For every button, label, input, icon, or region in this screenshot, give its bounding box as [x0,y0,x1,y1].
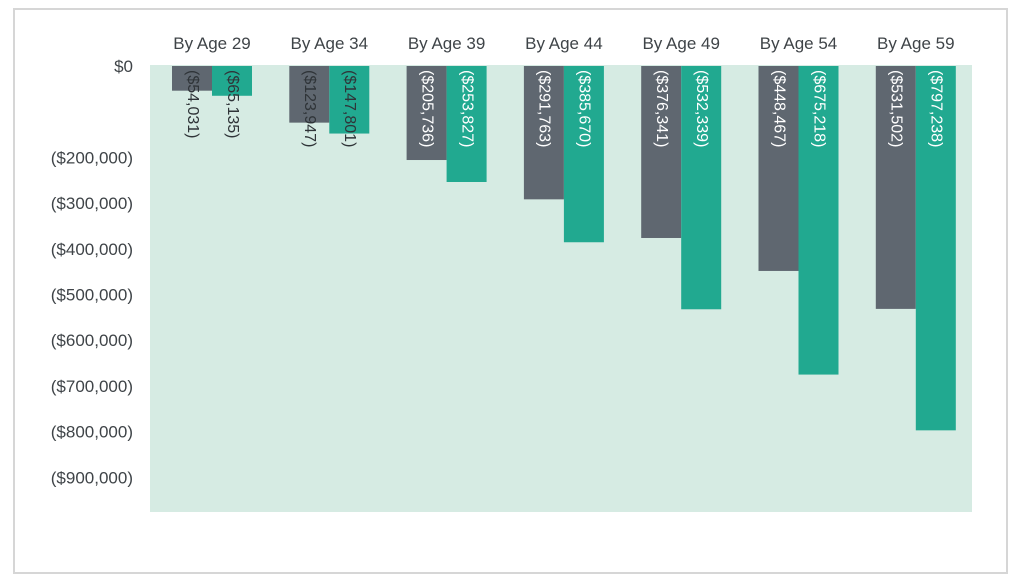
bar [329,66,370,134]
bar [406,66,447,161]
data-label: ($797,238) [928,70,945,147]
y-tick-label: $0 [114,57,133,76]
y-tick-label: ($900,000) [51,468,133,487]
category-label: By Age 44 [525,34,603,53]
data-label: ($147,801) [341,70,358,147]
bar [681,66,722,310]
bar [523,66,564,200]
category-labels: By Age 29 By Age 34 By Age 39 By Age 44 By A… [173,34,954,53]
category-label: By Age 39 [408,34,486,53]
data-label: ($291,763) [536,70,553,147]
data-label: ($532,339) [693,70,710,147]
data-label: ($376,341) [653,70,670,147]
data-labels: ($54,031) ($65,135) ($123,947) ($147,801) ($… [184,70,945,147]
data-label: ($205,736) [418,70,435,147]
bar [875,66,916,309]
bar [563,66,604,243]
category-label: By Age 49 [642,34,720,53]
bar [915,66,956,431]
bar [641,66,682,238]
y-axis-ticks: $0 ($200,000) ($300,000) ($400,000) ($500,00… [51,57,133,487]
y-tick-label: ($200,000) [51,148,133,167]
bar [212,66,252,96]
category-label: By Age 34 [291,34,369,53]
bar [446,66,487,182]
category-label: By Age 54 [760,34,838,53]
y-tick-label: ($700,000) [51,377,133,396]
bar [758,66,799,271]
data-label: ($448,467) [770,70,787,147]
data-label: ($531,502) [888,70,905,147]
data-label: ($385,670) [576,70,593,147]
y-tick-label: ($300,000) [51,194,133,213]
bars [172,66,956,431]
data-label: ($123,947) [301,70,318,147]
y-tick-label: ($600,000) [51,331,133,350]
data-label: ($54,031) [184,70,201,139]
category-label: By Age 29 [173,34,251,53]
y-tick-label: ($800,000) [51,423,133,442]
category-label: By Age 59 [877,34,955,53]
data-label: ($253,827) [458,70,475,147]
data-label: ($65,135) [224,70,241,139]
data-label: ($675,218) [810,70,827,147]
bar [798,66,839,375]
bar [172,66,212,91]
bar [289,66,330,123]
y-tick-label: ($400,000) [51,240,133,259]
y-tick-label: ($500,000) [51,286,133,305]
